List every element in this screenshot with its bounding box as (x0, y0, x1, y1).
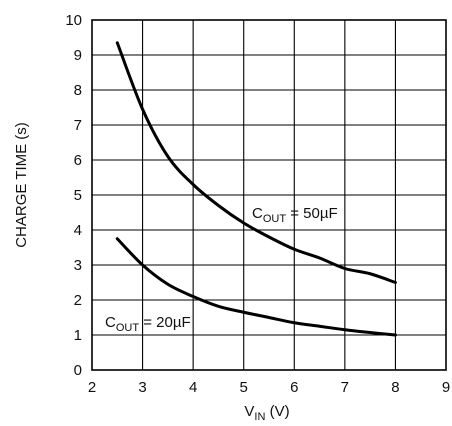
series-line-50uf (115, 41, 397, 284)
y-axis-label: CHARGE TIME (s) (13, 122, 30, 248)
x-tick-label: 8 (391, 379, 399, 396)
x-tick-label: 3 (138, 379, 146, 396)
y-tick-label: 4 (74, 222, 82, 239)
y-tick-label: 6 (74, 152, 82, 169)
x-tick-label: 4 (189, 379, 197, 396)
x-tick-label: 9 (442, 379, 450, 396)
x-tick-label: 5 (240, 379, 248, 396)
y-tick-label: 2 (74, 292, 82, 309)
x-tick-label: 2 (88, 379, 96, 396)
tick-labels: 2 3 4 5 6 7 8 9 0 1 2 3 4 5 6 7 8 9 10 (65, 12, 450, 396)
series-label-20uf-main: C (105, 314, 116, 331)
x-axis-label-sub: IN (254, 411, 265, 423)
y-tick-label: 5 (74, 187, 82, 204)
series-label-50uf-main: C (252, 205, 263, 222)
x-axis-label-main: V (244, 403, 254, 420)
series-label-20uf-rest: = 20µF (139, 314, 191, 331)
series-group (115, 41, 397, 337)
series-label-50uf-rest: = 50µF (286, 205, 338, 222)
x-tick-label: 7 (341, 379, 349, 396)
series-label-50uf-sub: OUT (263, 213, 287, 225)
x-axis-label: VIN (V) (244, 403, 289, 423)
y-tick-label: 10 (65, 12, 82, 29)
y-tick-label: 0 (74, 362, 82, 379)
series-label-20uf-sub: OUT (116, 322, 140, 334)
series-label-50uf: COUT = 50µF (252, 205, 338, 225)
y-tick-label: 9 (74, 47, 82, 64)
y-tick-label: 7 (74, 117, 82, 134)
x-tick-label: 6 (290, 379, 298, 396)
y-tick-label: 8 (74, 82, 82, 99)
series-line-20uf (115, 237, 397, 337)
y-tick-label: 1 (74, 327, 82, 344)
series-label-20uf: COUT = 20µF (105, 314, 191, 334)
x-axis-label-rest: (V) (265, 403, 289, 420)
y-tick-label: 3 (74, 257, 82, 274)
